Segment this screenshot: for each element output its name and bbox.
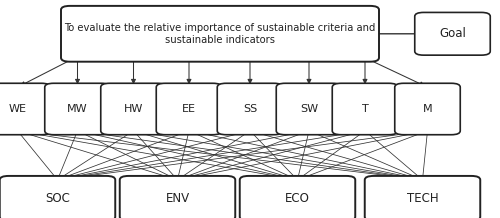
Text: T: T bbox=[362, 104, 368, 114]
Text: WE: WE bbox=[8, 104, 26, 114]
Text: ECO: ECO bbox=[285, 192, 310, 205]
FancyBboxPatch shape bbox=[61, 6, 379, 62]
Text: TECH: TECH bbox=[406, 192, 438, 205]
FancyBboxPatch shape bbox=[276, 83, 342, 135]
FancyBboxPatch shape bbox=[332, 83, 398, 135]
Text: M: M bbox=[422, 104, 432, 114]
Text: ENV: ENV bbox=[166, 192, 190, 205]
Text: EE: EE bbox=[182, 104, 196, 114]
FancyBboxPatch shape bbox=[156, 83, 222, 135]
Text: To evaluate the relative importance of sustainable criteria and
sustainable indi: To evaluate the relative importance of s… bbox=[64, 23, 376, 45]
FancyBboxPatch shape bbox=[217, 83, 283, 135]
FancyBboxPatch shape bbox=[364, 176, 480, 218]
FancyBboxPatch shape bbox=[101, 83, 166, 135]
Text: Goal: Goal bbox=[439, 27, 466, 40]
FancyBboxPatch shape bbox=[240, 176, 355, 218]
Text: HW: HW bbox=[124, 104, 143, 114]
FancyBboxPatch shape bbox=[120, 176, 236, 218]
Text: SW: SW bbox=[300, 104, 318, 114]
FancyBboxPatch shape bbox=[0, 176, 115, 218]
Text: SOC: SOC bbox=[45, 192, 70, 205]
FancyBboxPatch shape bbox=[415, 12, 490, 55]
FancyBboxPatch shape bbox=[45, 83, 110, 135]
FancyBboxPatch shape bbox=[395, 83, 460, 135]
Text: MW: MW bbox=[67, 104, 88, 114]
FancyBboxPatch shape bbox=[0, 83, 50, 135]
Text: SS: SS bbox=[243, 104, 257, 114]
